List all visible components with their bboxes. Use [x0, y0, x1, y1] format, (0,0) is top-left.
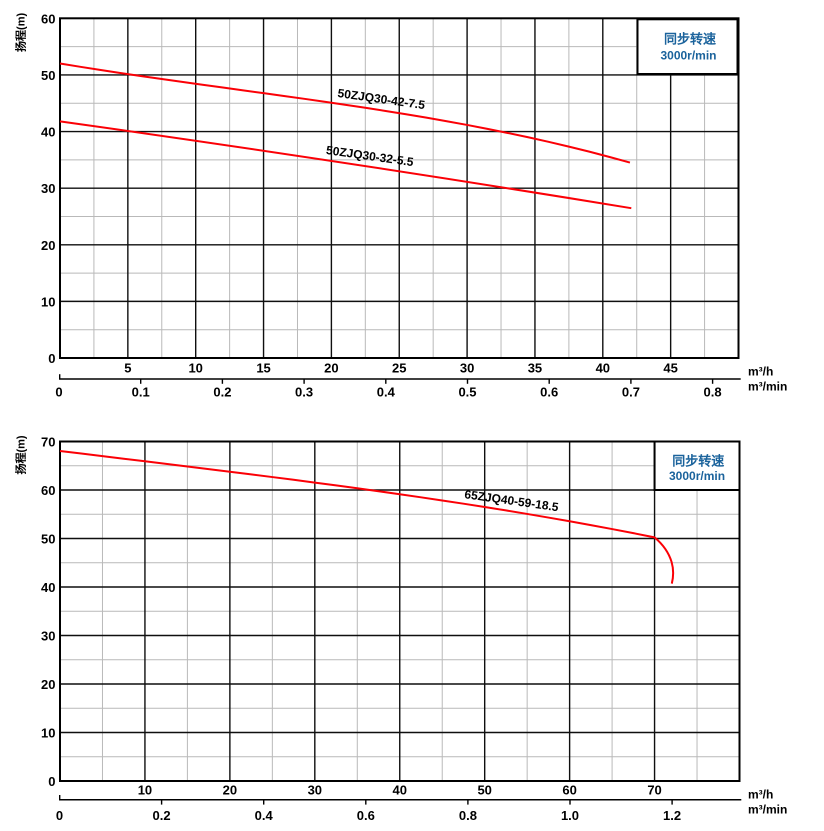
- svg-text:0: 0: [56, 808, 63, 823]
- svg-text:m³/h: m³/h: [748, 365, 773, 379]
- svg-text:10: 10: [188, 360, 202, 375]
- svg-text:m³/min: m³/min: [748, 802, 787, 816]
- svg-text:60: 60: [41, 11, 55, 26]
- svg-text:0.8: 0.8: [459, 808, 477, 823]
- svg-text:0.8: 0.8: [704, 384, 722, 399]
- svg-text:50ZJQ30-42-7.5: 50ZJQ30-42-7.5: [337, 86, 426, 112]
- svg-text:0.6: 0.6: [540, 384, 558, 399]
- svg-text:m³/h: m³/h: [748, 787, 773, 801]
- svg-text:30: 30: [41, 629, 55, 644]
- svg-text:20: 20: [223, 783, 237, 798]
- svg-text:35: 35: [528, 360, 542, 375]
- svg-text:70: 70: [647, 783, 661, 798]
- svg-text:20: 20: [41, 238, 55, 253]
- svg-text:60: 60: [562, 783, 576, 798]
- svg-text:同步转速: 同步转速: [672, 454, 724, 469]
- svg-text:40: 40: [596, 360, 610, 375]
- svg-text:10: 10: [41, 726, 55, 741]
- svg-text:1.2: 1.2: [663, 808, 681, 823]
- svg-text:60: 60: [41, 483, 55, 498]
- svg-text:0: 0: [55, 384, 62, 399]
- svg-text:0.6: 0.6: [357, 808, 375, 823]
- svg-text:50ZJQ30-32-5.5: 50ZJQ30-32-5.5: [325, 143, 414, 169]
- svg-text:3000r/min: 3000r/min: [669, 469, 725, 483]
- svg-text:0: 0: [48, 351, 55, 366]
- svg-text:25: 25: [392, 360, 406, 375]
- svg-text:3000r/min: 3000r/min: [660, 49, 716, 63]
- svg-text:40: 40: [393, 783, 407, 798]
- svg-text:0.2: 0.2: [153, 808, 171, 823]
- svg-text:10: 10: [138, 783, 152, 798]
- svg-text:同步转速: 同步转速: [664, 32, 716, 47]
- svg-text:20: 20: [324, 360, 338, 375]
- svg-text:0.3: 0.3: [295, 384, 313, 399]
- svg-text:30: 30: [460, 360, 474, 375]
- svg-text:20: 20: [41, 677, 55, 692]
- svg-text:扬程(m): 扬程(m): [14, 13, 28, 52]
- svg-text:0.5: 0.5: [458, 384, 476, 399]
- svg-text:m³/min: m³/min: [748, 380, 787, 394]
- svg-text:10: 10: [41, 294, 55, 309]
- svg-text:0: 0: [48, 774, 55, 789]
- svg-text:0.4: 0.4: [255, 808, 274, 823]
- svg-text:0.7: 0.7: [622, 384, 640, 399]
- svg-text:40: 40: [41, 580, 55, 595]
- svg-text:40: 40: [41, 125, 55, 140]
- svg-text:45: 45: [663, 360, 677, 375]
- svg-text:15: 15: [256, 360, 270, 375]
- svg-text:50: 50: [477, 783, 491, 798]
- svg-text:0.1: 0.1: [132, 384, 150, 399]
- svg-text:30: 30: [41, 181, 55, 196]
- svg-text:50: 50: [41, 68, 55, 83]
- svg-text:50: 50: [41, 532, 55, 547]
- svg-text:30: 30: [308, 783, 322, 798]
- svg-text:0.2: 0.2: [213, 384, 231, 399]
- svg-text:0.4: 0.4: [377, 384, 396, 399]
- svg-text:5: 5: [124, 360, 131, 375]
- svg-text:70: 70: [41, 435, 55, 450]
- svg-text:65ZJQ40-59-18.5: 65ZJQ40-59-18.5: [464, 487, 560, 514]
- svg-text:1.0: 1.0: [561, 808, 579, 823]
- svg-text:扬程(m): 扬程(m): [14, 435, 28, 474]
